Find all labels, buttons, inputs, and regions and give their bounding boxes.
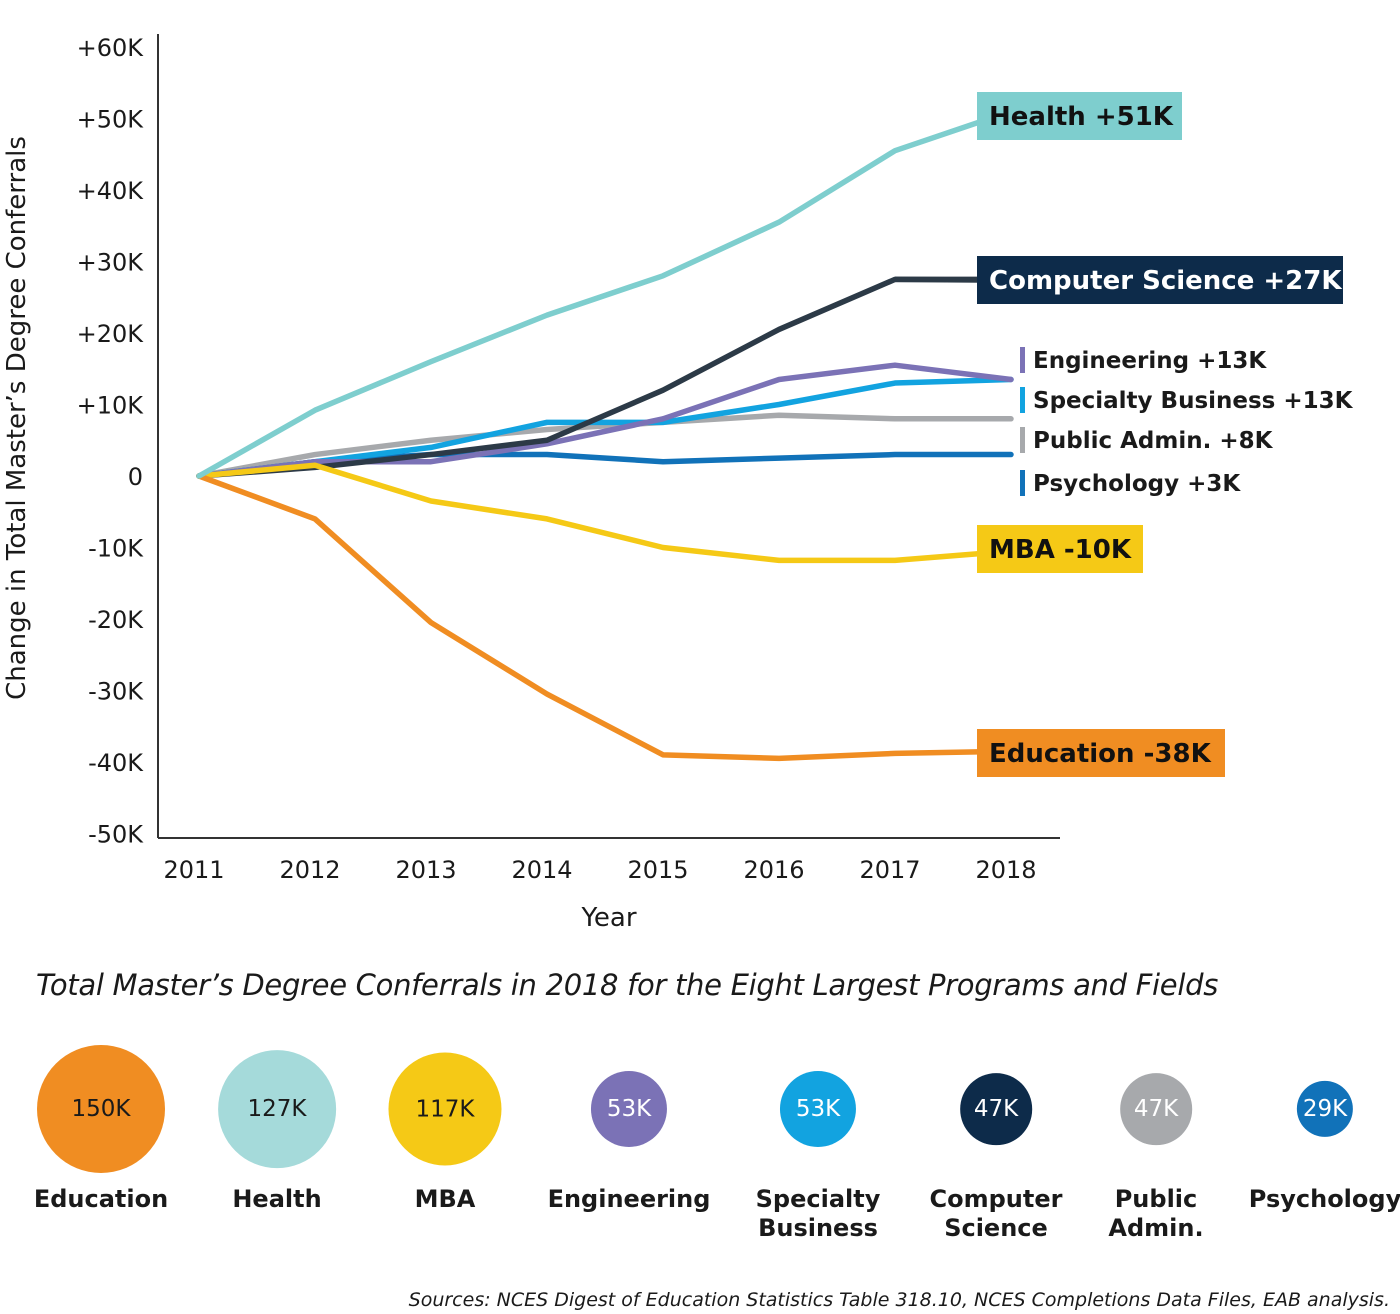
y-tick-label: +10K: [77, 392, 145, 420]
y-tick-label: +40K: [77, 177, 145, 205]
end-label-box-education: [977, 729, 1225, 777]
y-tick-label: +30K: [77, 249, 145, 277]
y-tick-label: -20K: [88, 606, 144, 634]
legend-marker-engineering: [1020, 347, 1025, 373]
y-tick-label: -10K: [88, 535, 144, 563]
end-label-specialty-business: Specialty Business +13K: [1033, 388, 1354, 414]
x-axis-title: Year: [580, 903, 636, 933]
legend-marker-specialty-business: [1020, 387, 1025, 413]
x-tick-label: 2016: [743, 856, 804, 884]
end-label-health: Health +51K: [989, 102, 1174, 132]
bubble-row: 150K Education 127K Health 117K MBA 53K Enginee…: [0, 1030, 1400, 1260]
series-line-mba: [196, 462, 1014, 564]
source-note: Sources: NCES Digest of Education Statis…: [408, 1289, 1390, 1311]
chart-axes: [157, 34, 1060, 839]
y-axis-title: Change in Total Master’s Degree Conferra…: [2, 136, 32, 700]
end-label-mba: MBA -10K: [989, 535, 1132, 565]
x-tick-label: 2018: [975, 856, 1036, 884]
bubble-computer-science: 47K: [960, 1073, 1032, 1145]
series-line-education: [196, 473, 1014, 762]
series-line-public-admin: [196, 412, 1014, 479]
bubble-health: 127K: [218, 1050, 336, 1168]
bubble-engineering: 53K: [590, 1070, 668, 1148]
y-tick-label: -50K: [88, 821, 144, 849]
bubble-label-computer-science: Computer Science: [929, 1185, 1063, 1242]
end-label-psychology: Psychology +3K: [1033, 471, 1241, 497]
series-end-labels: Health +51K Computer Science +27K Engineer…: [894, 92, 1354, 777]
end-label-engineering: Engineering +13K: [1033, 348, 1267, 374]
y-tick-label: -40K: [88, 749, 144, 777]
bubble-label-engineering: Engineering: [547, 1185, 711, 1213]
line-chart: +60K +50K +40K +30K +20K +10K 0 -10K -20K -30K -40…: [2, 34, 1354, 933]
x-tick-label: 2012: [279, 856, 340, 884]
series-line-computer-science: [196, 276, 1014, 479]
bubble-label-mba: MBA: [414, 1185, 476, 1213]
bubbles-title: Total Master’s Degree Conferrals in 2018…: [36, 968, 1219, 1002]
end-label-education: Education -38K: [989, 739, 1212, 769]
x-tick-label: 2017: [859, 856, 920, 884]
bubble-education: 150K: [37, 1045, 165, 1173]
y-tick-label: +50K: [77, 106, 145, 134]
x-axis-ticks: 2011 2012 2013 2014 2015 2016 2017 2018: [163, 856, 1036, 884]
series-line-engineering: [196, 362, 1014, 479]
y-tick-label: +60K: [77, 34, 145, 62]
y-tick-label: 0: [128, 463, 143, 491]
end-label-box-health: [977, 92, 1182, 140]
y-tick-label: -30K: [88, 678, 144, 706]
end-label-box-mba: [977, 525, 1143, 573]
bubble-label-public-admin: Public Admin.: [1108, 1185, 1204, 1242]
series-lines: [196, 108, 1014, 762]
y-tick-label: +20K: [77, 320, 145, 348]
bubble-label-health: Health: [232, 1185, 322, 1213]
label-connector-computer-science: [894, 276, 981, 283]
series-line-health: [196, 108, 1014, 479]
bubble-label-psychology: Psychology: [1248, 1185, 1400, 1213]
legend-marker-psychology: [1020, 470, 1025, 496]
x-tick-label: 2011: [163, 856, 224, 884]
legend-marker-public-admin: [1020, 427, 1025, 453]
bubble-psychology: 29K: [1296, 1080, 1354, 1138]
end-label-public-admin: Public Admin. +8K: [1033, 428, 1274, 454]
end-label-box-computer-science: [977, 256, 1343, 304]
y-axis-ticks: +60K +50K +40K +30K +20K +10K 0 -10K -20K -30K -40…: [77, 34, 145, 849]
bubble-specialty-business: 53K: [779, 1070, 857, 1148]
x-tick-label: 2013: [395, 856, 456, 884]
x-tick-label: 2015: [627, 856, 688, 884]
bubble-public-admin: 47K: [1120, 1073, 1192, 1145]
bubble-label-specialty-business: Specialty Business: [755, 1185, 881, 1242]
x-tick-label: 2014: [511, 856, 572, 884]
bubble-label-education: Education: [33, 1185, 169, 1213]
bubble-mba: 117K: [388, 1052, 502, 1166]
end-label-computer-science: Computer Science +27K: [989, 266, 1342, 296]
